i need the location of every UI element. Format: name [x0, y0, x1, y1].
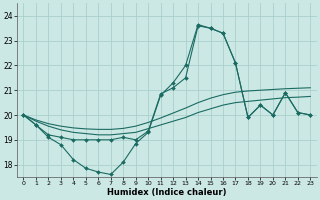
- X-axis label: Humidex (Indice chaleur): Humidex (Indice chaleur): [107, 188, 227, 197]
